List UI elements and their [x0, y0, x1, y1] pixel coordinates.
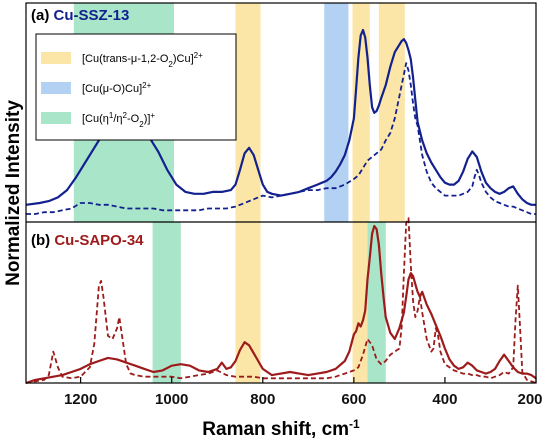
panel-b-name: Cu-SAPO-34	[54, 232, 144, 249]
panel-b-band-green-3	[152, 222, 181, 383]
legend: [Cu(trans-μ-1,2-O2)Cu]2+ [Cu(μ-O)Cu]2+ […	[35, 33, 237, 141]
legend-swatch-green	[41, 112, 71, 124]
legend-swatch-blue	[41, 82, 71, 94]
y-axis-title: Normalized Intensity	[3, 100, 24, 286]
panel-b-bands	[152, 222, 386, 383]
panel-a-solid-series	[25, 28, 536, 206]
panel-a-band-blue-2	[324, 3, 349, 222]
x-tick-label-200: 200	[517, 391, 542, 408]
panel-a-band-yellow-1	[235, 3, 261, 222]
x-axis: 1200 1000 800 600 400 200	[64, 377, 543, 408]
panel-b-solid-series	[25, 224, 537, 385]
panel-b-dashed-series	[25, 217, 537, 384]
panel-b-prefix: (b)	[31, 232, 54, 249]
panel-b-label: (b) Cu-SAPO-34	[31, 232, 144, 249]
series-layer	[25, 28, 537, 385]
x-axis-title: Raman shift, cm-1	[202, 417, 360, 440]
legend-entry-trans-peroxo: [Cu(trans-μ-1,2-O2)Cu]2+	[82, 51, 203, 69]
panel-a-prefix: (a)	[31, 7, 54, 24]
x-tick-label-1000: 1000	[155, 391, 188, 408]
panel-a-band-yellow-4	[378, 3, 405, 222]
x-tick-label-600: 600	[341, 391, 366, 408]
x-tick-label-1200: 1200	[64, 391, 97, 408]
panel-a-band-yellow-3	[352, 3, 370, 222]
legend-entry-mono-oxo: [Cu(μ-O)Cu]2+	[82, 81, 152, 96]
panel-a-name: Cu-SSZ-13	[54, 7, 130, 24]
panel-b-band-yellow-1	[352, 222, 370, 383]
panel-a-dashed-series	[26, 62, 536, 215]
panel-a-label: (a) Cu-SSZ-13	[31, 7, 129, 24]
plot-frame	[25, 2, 537, 384]
legend-entry-superoxo: [Cu(η1/η2-O2)]+	[82, 111, 155, 129]
legend-swatch-yellow	[41, 52, 71, 64]
x-tick-label-400: 400	[432, 391, 457, 408]
x-tick-label-800: 800	[250, 391, 275, 408]
